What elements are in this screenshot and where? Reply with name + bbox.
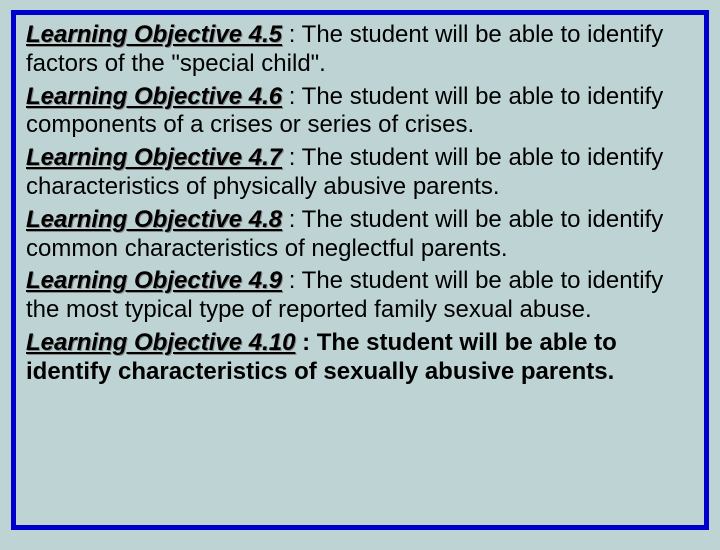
objective-label: Learning Objective 4.10 — [26, 329, 295, 356]
objective-4-5: Learning Objective 4.5 : The student wil… — [26, 21, 694, 79]
objective-label: Learning Objective 4.8 — [26, 206, 282, 233]
objective-4-6: Learning Objective 4.6 : The student wil… — [26, 83, 694, 141]
objective-label: Learning Objective 4.9 — [26, 267, 282, 294]
content-frame: Learning Objective 4.5 : The student wil… — [11, 10, 709, 530]
objective-label: Learning Objective 4.5 — [26, 21, 282, 48]
objective-4-8: Learning Objective 4.8 : The student wil… — [26, 206, 694, 264]
objective-4-7: Learning Objective 4.7 : The student wil… — [26, 144, 694, 202]
objective-label: Learning Objective 4.7 — [26, 144, 282, 171]
objective-4-10: Learning Objective 4.10 : The student wi… — [26, 329, 694, 387]
objective-4-9: Learning Objective 4.9 : The student wil… — [26, 267, 694, 325]
objective-label: Learning Objective 4.6 — [26, 83, 282, 110]
